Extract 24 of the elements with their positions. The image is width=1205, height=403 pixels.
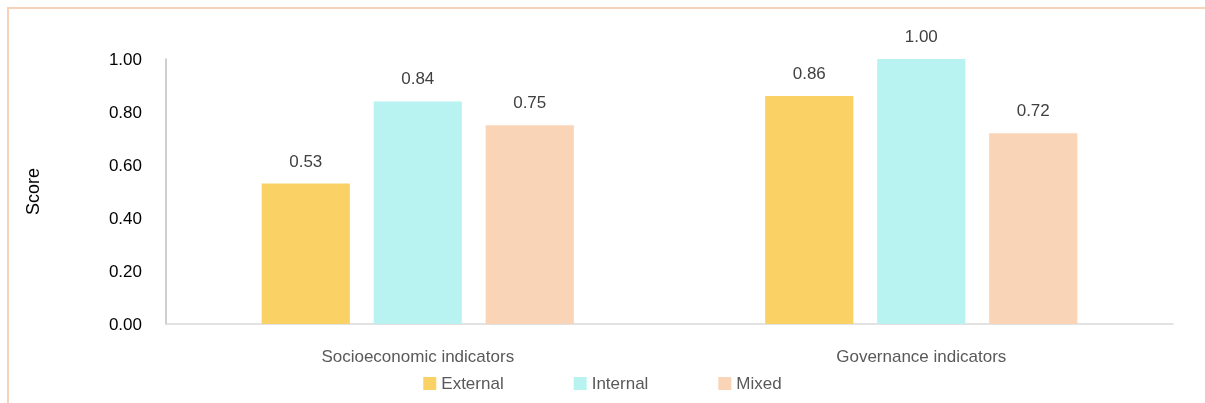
bar — [765, 96, 854, 324]
bar — [261, 183, 350, 324]
data-label: 0.75 — [513, 93, 547, 113]
data-label: 1.00 — [904, 27, 938, 46]
data-label: 0.84 — [401, 69, 435, 89]
y-tick-label: 0.80 — [108, 102, 142, 122]
y-axis-title: Score — [23, 167, 43, 216]
y-tick-label: 0.60 — [108, 155, 142, 175]
data-label: 0.53 — [289, 151, 323, 171]
y-tick-label: 0.20 — [108, 261, 142, 281]
y-tick-label: 0.40 — [108, 208, 142, 228]
bar — [877, 59, 966, 324]
y-tick-label: 1.00 — [108, 49, 142, 69]
bar — [485, 125, 574, 324]
bar — [373, 101, 462, 324]
data-label: 0.72 — [1016, 101, 1050, 121]
x-tick-label: Socioeconomic indicators — [321, 347, 515, 366]
legend-label: Internal — [591, 374, 649, 393]
x-tick-label: Governance indicators — [836, 347, 1007, 366]
bar — [989, 133, 1078, 324]
legend-label: Mixed — [736, 374, 782, 393]
y-tick-label: 0.00 — [108, 314, 142, 334]
legend-label: External — [441, 374, 504, 393]
data-label: 0.86 — [792, 64, 826, 84]
